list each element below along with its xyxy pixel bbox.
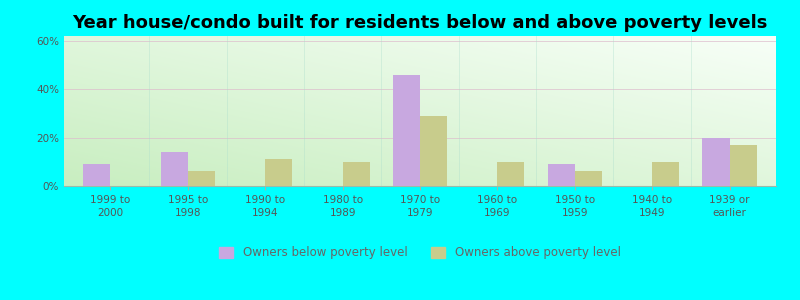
Bar [574, 172, 602, 186]
Bar [266, 159, 292, 186]
Bar [730, 145, 757, 186]
Bar [83, 164, 110, 186]
Bar [548, 164, 574, 186]
Title: Year house/condo built for residents below and above poverty levels: Year house/condo built for residents bel… [72, 14, 768, 32]
Bar [161, 152, 188, 186]
Bar [420, 116, 447, 186]
Bar [702, 138, 730, 186]
Legend: Owners below poverty level, Owners above poverty level: Owners below poverty level, Owners above… [214, 242, 626, 264]
Bar [652, 162, 679, 186]
Bar [498, 162, 525, 186]
Bar [342, 162, 370, 186]
Bar [188, 172, 215, 186]
Bar [393, 75, 420, 186]
